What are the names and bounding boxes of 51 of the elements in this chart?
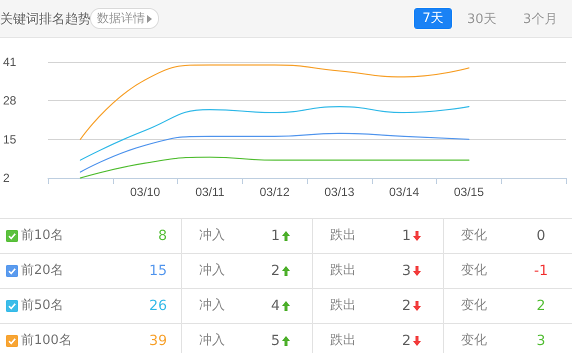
text: 7天 xyxy=(414,8,452,29)
y-tick-label: 28 xyxy=(3,94,17,108)
text: 变化 xyxy=(461,263,487,279)
text: 1 xyxy=(402,228,411,244)
text: -1 xyxy=(533,263,549,279)
text: 冲入 xyxy=(199,228,225,244)
text: 跌出 xyxy=(330,333,356,349)
line-series xyxy=(80,106,470,161)
y-tick-label: 2 xyxy=(3,171,10,185)
line-series xyxy=(80,156,470,179)
text: 冲入 xyxy=(199,298,225,314)
text: 变化 xyxy=(461,228,487,244)
line-series xyxy=(80,64,470,140)
legend-label: 前100名 xyxy=(21,333,72,349)
text: 跌出 xyxy=(330,298,356,314)
text: 1 xyxy=(271,228,280,244)
text: 15 xyxy=(149,263,167,279)
x-tick-label: 03/14 xyxy=(389,185,420,199)
text: 3个月 xyxy=(523,11,558,28)
text: 3 xyxy=(536,333,546,349)
text: 冲入 xyxy=(199,333,225,349)
text: 变化 xyxy=(461,298,487,314)
text: 2 xyxy=(271,263,280,279)
text: 2 xyxy=(402,298,411,314)
text: 30天 xyxy=(467,11,497,28)
y-tick-label: 41 xyxy=(3,55,17,69)
text: 0 xyxy=(536,228,546,244)
legend-label: 前20名 xyxy=(21,263,64,279)
text: 跌出 xyxy=(330,263,356,279)
x-tick-label: 03/11 xyxy=(195,185,225,199)
x-tick-label: 03/10 xyxy=(130,185,160,199)
text: 3 xyxy=(402,263,411,279)
line-series xyxy=(80,132,470,173)
text: 39 xyxy=(149,333,167,349)
text: 8 xyxy=(158,228,167,244)
chart-title: 关键词排名趋势 xyxy=(0,11,91,28)
text: 4 xyxy=(271,298,280,314)
text: 2 xyxy=(536,298,546,314)
legend-label: 前10名 xyxy=(21,228,64,244)
text: 2 xyxy=(402,333,411,349)
text: 冲入 xyxy=(199,263,225,279)
x-tick-label: 03/12 xyxy=(260,185,290,199)
x-tick-label: 03/15 xyxy=(454,185,484,199)
text: 数据详情 xyxy=(90,8,159,29)
text: 26 xyxy=(149,298,167,314)
text: 变化 xyxy=(461,333,487,349)
legend-label: 前50名 xyxy=(21,298,64,314)
x-tick-label: 03/13 xyxy=(324,185,355,199)
text: 跌出 xyxy=(330,228,356,244)
y-tick-label: 15 xyxy=(3,132,17,146)
text: 5 xyxy=(271,333,280,349)
